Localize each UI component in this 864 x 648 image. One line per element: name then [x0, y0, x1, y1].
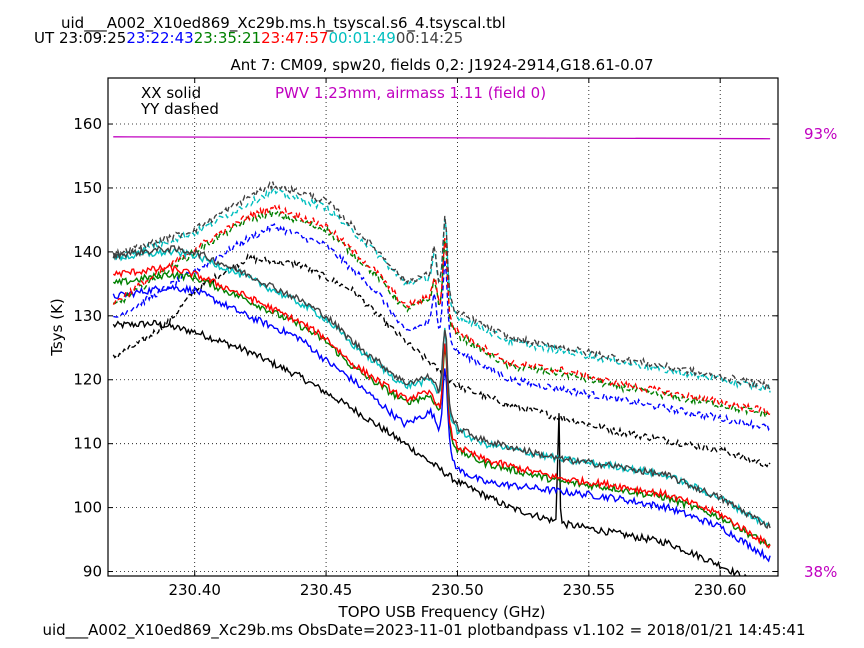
- chart-title: Ant 7: CM09, spw20, fields 0,2: J1924-29…: [230, 56, 653, 74]
- y-axis-label: Tsys (K): [48, 298, 66, 357]
- axis-ticks: 230.40 230.45 230.50 230.55 230.60 90 100 110 12…: [73, 78, 778, 599]
- series-line-5: [112, 210, 771, 420]
- ut-time-3: 23:47:57: [261, 29, 329, 47]
- y-tick-label: 90: [83, 563, 102, 581]
- transmission-top-label: 93%: [804, 125, 837, 143]
- x-tick-label: 230.40: [168, 581, 221, 599]
- x-tick-label: 230.50: [431, 581, 484, 599]
- series-line-11: [112, 180, 771, 391]
- plot-frame: [107, 77, 779, 577]
- pwv-annotation: PWV 1.23mm, airmass 1.11 (field 0): [275, 84, 546, 102]
- series-line-2: [112, 284, 771, 563]
- y-tick-label: 130: [73, 307, 102, 325]
- series-line-6: [112, 263, 771, 549]
- y-tick-label: 160: [73, 115, 102, 133]
- series-line-0: [112, 319, 751, 576]
- y-tick-label: 140: [73, 243, 102, 261]
- series-group: [112, 180, 771, 576]
- series-line-7: [112, 202, 771, 416]
- x-tick-label: 230.60: [694, 581, 747, 599]
- ut-time-1: 23:22:43: [126, 29, 194, 47]
- header-ut-row: UT 23:09:2523:22:4323:35:2123:47:5700:01…: [34, 29, 463, 47]
- series-line-3: [113, 222, 771, 432]
- ut-time-2: 23:35:21: [193, 29, 262, 47]
- header-filename: uid___A002_X10ed869_Xc29b.ms.h_tsyscal.s…: [61, 14, 506, 32]
- legend-yy: YY dashed: [140, 100, 219, 118]
- footer-text: uid___A002_X10ed869_Xc29b.ms ObsDate=202…: [42, 621, 805, 640]
- x-tick-label: 230.45: [300, 581, 353, 599]
- legend-xx: XX solid: [141, 84, 201, 102]
- y-tick-label: 110: [73, 435, 102, 453]
- series-line-10: [112, 245, 771, 530]
- x-tick-label: 230.55: [563, 581, 616, 599]
- ut-time-5: 00:14:25: [395, 29, 464, 47]
- y-tick-label: 150: [73, 179, 102, 197]
- transmission-bottom-label: 38%: [804, 563, 837, 581]
- transmission-line: [113, 136, 771, 140]
- ut-time-4: 00:01:49: [328, 29, 396, 47]
- x-axis-label: TOPO USB Frequency (GHz): [338, 603, 546, 621]
- ut-label: UT: [34, 29, 55, 47]
- ut-time-0: 23:09:25: [58, 29, 127, 47]
- y-tick-label: 100: [73, 499, 102, 517]
- y-tick-label: 120: [73, 371, 102, 389]
- ut-times: 23:09:2523:22:4323:35:2123:47:5700:01:49…: [59, 29, 463, 47]
